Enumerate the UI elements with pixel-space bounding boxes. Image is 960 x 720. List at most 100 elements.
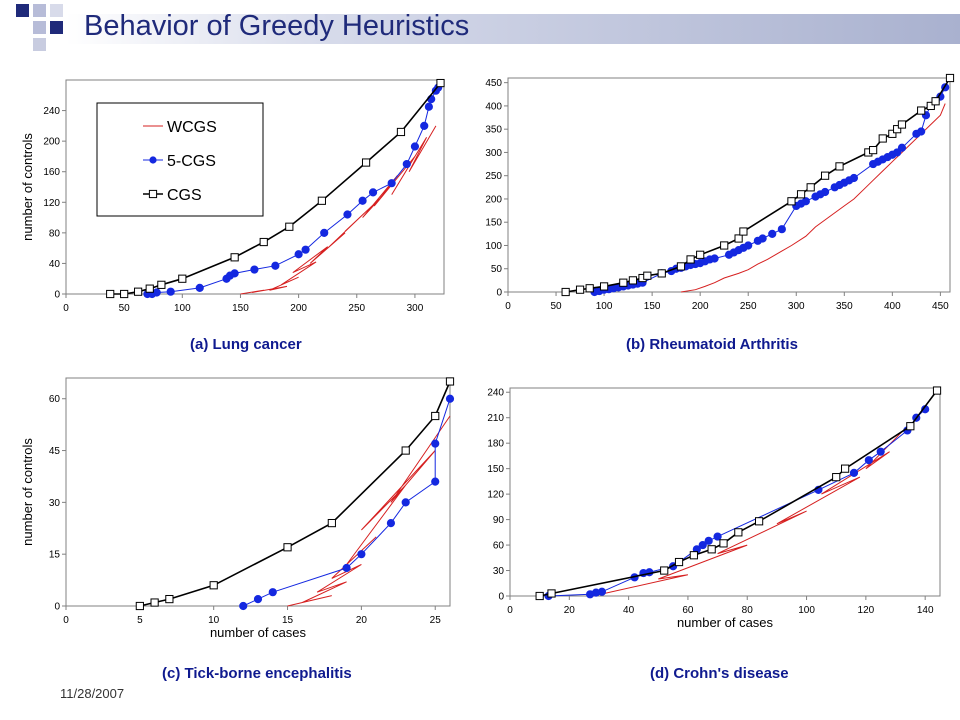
point-5-cgs <box>431 477 440 486</box>
point-cgs <box>165 594 174 604</box>
x-tick-label: 0 <box>507 605 513 616</box>
point-5-cgs <box>402 159 411 169</box>
x-tick-label: 60 <box>682 605 694 616</box>
point-5-cgs <box>357 550 366 559</box>
point-cgs <box>806 183 815 192</box>
point-5-cgs <box>849 468 859 477</box>
caption-crohns-disease: (d) Crohn's disease <box>650 665 789 682</box>
point-cgs <box>897 120 907 129</box>
chart-crohns-disease: 0 20 40 60 80 100 120 140 0 30 60 90 120 150 180 210 240… <box>487 386 942 630</box>
point-5-cgs <box>431 439 440 448</box>
point-5-cgs <box>424 102 433 111</box>
point-cgs <box>755 517 764 526</box>
point-5-cgs <box>410 142 420 151</box>
point-cgs <box>401 446 410 455</box>
y-tick-label: 30 <box>493 566 505 577</box>
point-cgs <box>628 276 638 285</box>
point-5-cgs <box>368 188 378 197</box>
point-5-cgs <box>253 594 263 604</box>
point-cgs <box>230 253 239 262</box>
point-cgs <box>120 289 129 299</box>
point-cgs <box>787 197 796 206</box>
point-cgs <box>796 190 806 199</box>
y-axis-label: number of controls <box>20 133 35 241</box>
point-cgs <box>285 222 294 231</box>
point-cgs <box>361 158 371 167</box>
point-5-cgs <box>744 241 753 250</box>
point-5-cgs <box>250 265 259 274</box>
y-tick-label: 200 <box>485 194 502 205</box>
point-cgs <box>145 284 154 293</box>
point-cgs <box>734 528 743 537</box>
y-tick-label: 45 <box>49 446 61 457</box>
y-tick-label: 120 <box>487 490 504 501</box>
y-tick-label: 150 <box>487 464 504 475</box>
point-5-cgs <box>294 250 303 259</box>
y-tick-label: 210 <box>487 413 504 424</box>
y-tick-label: 60 <box>493 541 505 552</box>
x-axis-label: number of cases <box>677 615 774 630</box>
point-5-cgs <box>876 447 885 456</box>
x-tick-label: 250 <box>348 303 365 314</box>
point-cgs <box>643 271 652 280</box>
point-cgs <box>932 386 942 395</box>
point-5-cgs <box>195 283 204 292</box>
point-cgs <box>734 234 743 243</box>
point-cgs <box>707 545 716 554</box>
point-5-cgs <box>713 532 722 541</box>
legend-marker <box>149 156 157 164</box>
y-tick-label: 90 <box>493 515 505 526</box>
x-tick-label: 25 <box>430 615 442 626</box>
point-5-cgs <box>820 187 830 197</box>
point-cgs <box>547 589 556 598</box>
point-cgs <box>561 287 570 297</box>
point-5-cgs <box>320 228 329 237</box>
point-cgs <box>893 125 902 134</box>
x-tick-label: 150 <box>644 301 661 312</box>
x-tick-label: 300 <box>407 303 424 314</box>
point-5-cgs <box>239 601 248 611</box>
point-cgs <box>436 78 445 88</box>
legend-label: CGS <box>167 187 202 204</box>
point-cgs <box>719 539 728 548</box>
legend-marker <box>148 189 158 199</box>
x-tick-label: 450 <box>932 301 949 312</box>
y-tick-label: 350 <box>485 125 502 136</box>
y-tick-label: 200 <box>43 137 60 148</box>
y-tick-label: 40 <box>49 259 61 270</box>
point-5-cgs <box>386 518 396 528</box>
point-cgs <box>575 285 585 294</box>
chart-rheumatoid-arthritis: 0 50 100 150 200 250 300 350 400 450 0 50 100 150 200 2… <box>485 73 955 312</box>
y-tick-label: 120 <box>43 198 60 209</box>
point-5-cgs <box>445 394 455 403</box>
y-tick-label: 160 <box>43 167 60 178</box>
y-tick-label: 80 <box>49 228 61 239</box>
x-tick-label: 100 <box>798 605 815 616</box>
slide-date: 11/28/2007 <box>60 686 125 701</box>
y-tick-label: 0 <box>498 592 504 603</box>
point-5-cgs <box>698 540 707 550</box>
series-line-wcgs <box>592 425 908 597</box>
point-5-cgs <box>152 288 161 297</box>
x-tick-label: 20 <box>564 605 576 616</box>
point-cgs <box>619 278 628 287</box>
point-5-cgs <box>230 269 239 278</box>
point-5-cgs <box>358 196 367 205</box>
point-cgs <box>327 518 336 528</box>
point-5-cgs <box>268 588 277 597</box>
point-cgs <box>835 162 844 171</box>
point-cgs <box>926 101 935 111</box>
x-tick-label: 40 <box>623 605 635 616</box>
point-cgs <box>917 106 926 115</box>
point-cgs <box>931 97 940 106</box>
point-cgs <box>396 127 406 137</box>
series-line-wcgs <box>680 103 946 293</box>
point-cgs <box>134 287 143 296</box>
point-5-cgs <box>917 127 926 136</box>
point-5-cgs <box>768 229 777 238</box>
point-cgs <box>878 134 887 143</box>
x-tick-label: 400 <box>884 301 901 312</box>
legend-label: WCGS <box>167 119 217 136</box>
point-cgs <box>674 557 684 567</box>
point-5-cgs <box>166 287 175 296</box>
